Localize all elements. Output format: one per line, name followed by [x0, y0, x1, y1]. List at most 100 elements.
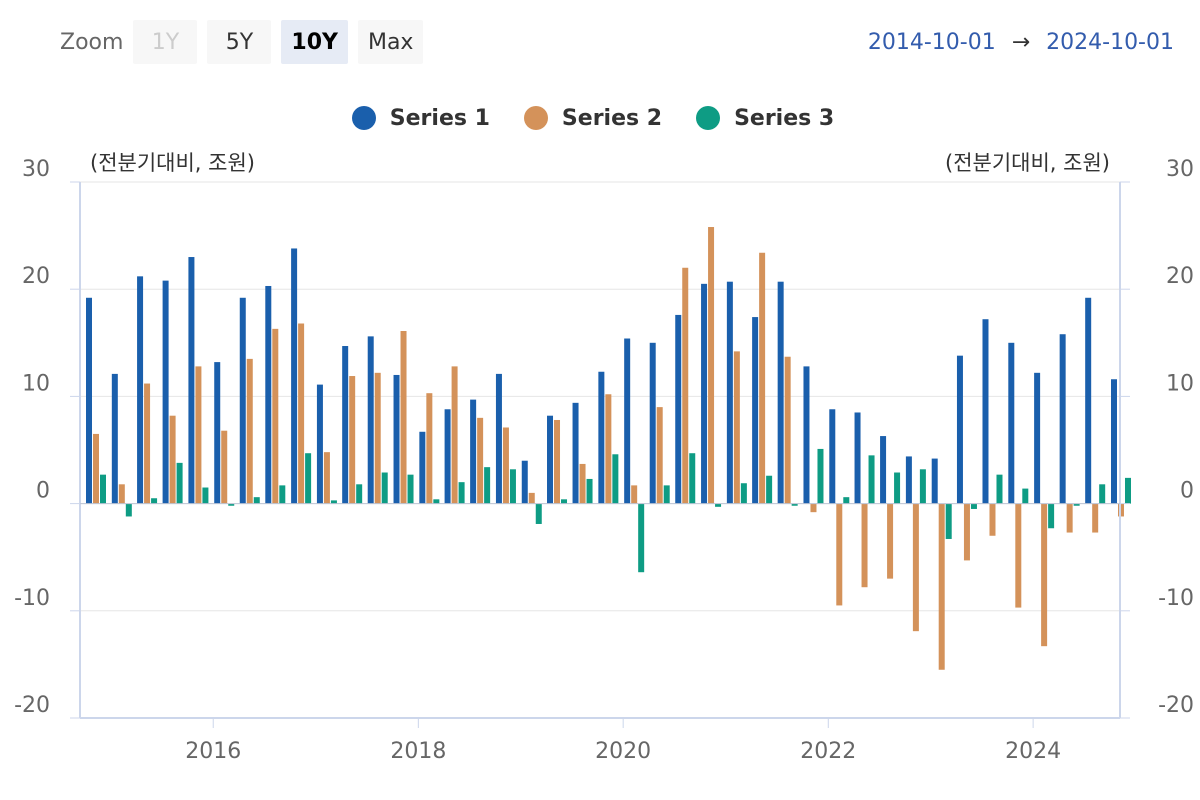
bar-series-3	[176, 462, 183, 504]
bar-series-1	[649, 342, 656, 504]
bar-series-2	[323, 452, 330, 504]
bar-series-1	[495, 373, 502, 504]
bar-series-1	[393, 374, 400, 504]
date-range: 2014-10-01 → 2024-10-01	[868, 20, 1174, 64]
bar-series-2	[759, 252, 766, 504]
bar-series-2	[1066, 503, 1073, 533]
bar-series-1	[419, 431, 426, 504]
bar-series-3	[791, 503, 798, 506]
bar-series-1	[137, 276, 144, 504]
bar-series-3	[228, 503, 235, 506]
bar-series-2	[374, 372, 381, 504]
bar-series-2	[631, 485, 638, 504]
legend-marker-series-3	[696, 106, 721, 130]
x-tick-label: 2024	[1005, 739, 1061, 764]
range-from-input[interactable]: 2014-10-01	[867, 29, 996, 55]
bar-series-1	[1008, 342, 1015, 504]
x-tick-label: 2020	[595, 739, 651, 764]
range-to-input[interactable]: 2024-10-01	[1046, 29, 1174, 55]
bar-series-2	[579, 463, 586, 504]
bar-series-3	[1125, 477, 1131, 504]
x-tick-label: 2016	[185, 739, 241, 764]
bar-series-3	[1022, 488, 1029, 504]
bar-series-1	[982, 319, 989, 504]
legend-label-series-2: Series 2	[561, 105, 663, 131]
bar-series-3	[1048, 503, 1055, 529]
bar-series-3	[612, 454, 619, 504]
bar-series-2	[246, 358, 253, 504]
bar-series-1	[470, 399, 477, 504]
legend-marker-series-2	[523, 106, 548, 130]
bar-series-2	[502, 427, 509, 504]
legend: Series 1 Series 2 Series 3	[0, 100, 1200, 136]
right-axis-unit: (전분기대비, 조원)	[945, 151, 1110, 175]
bar-series-3	[202, 487, 209, 504]
bar-series-3	[253, 497, 260, 504]
bar-series-2	[426, 393, 433, 504]
bar-series-2	[682, 267, 689, 504]
legend-label-series-1: Series 1	[389, 105, 490, 131]
bar-series-2	[836, 503, 843, 606]
bar-series-2	[989, 503, 996, 536]
bar-series-2	[298, 323, 305, 504]
bar-series-1	[675, 314, 682, 504]
range-arrow: →	[1011, 29, 1031, 55]
bar-series-2	[605, 394, 612, 504]
bar-series-2	[1041, 503, 1048, 647]
bar-series-2	[784, 356, 791, 504]
bar-series-1	[1111, 379, 1117, 504]
legend-item-series-2[interactable]: Series 2	[523, 105, 663, 131]
bar-series-3	[663, 485, 670, 504]
bar-series-1	[829, 409, 836, 504]
bar-series-2	[1092, 503, 1099, 533]
bar-series-3	[1073, 503, 1080, 506]
bar-series-2	[451, 366, 458, 504]
bar-series-1	[726, 281, 733, 504]
bar-series-1	[444, 409, 451, 504]
zoom-1y-button[interactable]: 1Y	[133, 20, 198, 64]
y-tick-label-left: -10	[14, 586, 50, 611]
zoom-max-button[interactable]: Max	[357, 20, 424, 64]
bar-series-1	[265, 285, 272, 504]
bar-series-1	[931, 458, 938, 504]
zoom-10y-button[interactable]: 10Y	[281, 20, 348, 64]
bar-series-1	[86, 297, 92, 504]
legend-item-series-1[interactable]: Series 1	[351, 105, 490, 131]
legend-item-series-3[interactable]: Series 3	[696, 106, 834, 131]
legend-marker-series-1	[351, 106, 376, 130]
y-tick-label-left: 30	[22, 157, 50, 182]
bar-series-2	[528, 492, 535, 504]
bar-series-3	[868, 455, 875, 504]
bar-series-2	[93, 433, 99, 504]
bar-series-1	[162, 280, 169, 504]
bar-series-1	[752, 317, 759, 504]
bar-series-3	[996, 474, 1003, 504]
bar-series-3	[945, 503, 952, 539]
y-tick-label-right: 10	[1166, 371, 1194, 396]
y-tick-label-right: 30	[1166, 157, 1194, 182]
x-tick-label: 2018	[390, 739, 446, 764]
bar-series-3	[484, 467, 491, 504]
bar-series-1	[1085, 297, 1092, 504]
bar-series-2	[400, 331, 407, 504]
bar-series-3	[843, 497, 850, 504]
bar-series-1	[1059, 334, 1066, 504]
bar-series-1	[291, 248, 298, 504]
bar-series-1	[316, 384, 323, 504]
bar-series-2	[810, 503, 817, 513]
zoom-5y-button[interactable]: 5Y	[207, 20, 272, 64]
bar-series-1	[111, 373, 118, 504]
bar-series-1	[1034, 372, 1041, 504]
left-axis-unit: (전분기대비, 조원)	[90, 151, 255, 175]
bar-series-1	[214, 362, 221, 504]
bar-series-3	[817, 448, 824, 504]
bar-series-2	[144, 383, 151, 504]
bar-series-3	[100, 474, 106, 504]
bar-series-2	[708, 227, 715, 504]
bar-series-3	[561, 499, 568, 504]
legend-label-series-3: Series 3	[734, 105, 835, 131]
y-tick-label-left: -20	[14, 693, 50, 718]
bar-series-3	[407, 474, 414, 504]
